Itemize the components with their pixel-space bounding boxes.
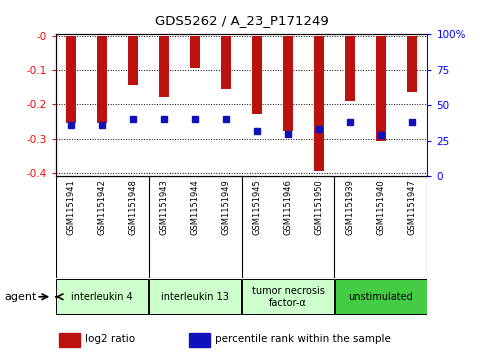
Text: GSM1151939: GSM1151939 [345, 179, 355, 235]
Text: GSM1151947: GSM1151947 [408, 179, 416, 235]
Bar [59, 333, 80, 347]
Bar [407, 36, 417, 92]
Text: GSM1151948: GSM1151948 [128, 179, 138, 235]
Bar [344, 36, 355, 101]
Text: tumor necrosis
factor-α: tumor necrosis factor-α [252, 286, 325, 307]
Text: GSM1151941: GSM1151941 [67, 179, 75, 235]
Text: log2 ratio: log2 ratio [85, 334, 135, 344]
Bar [376, 36, 386, 141]
FancyBboxPatch shape [57, 279, 148, 314]
Bar [283, 36, 293, 131]
Text: GDS5262 / A_23_P171249: GDS5262 / A_23_P171249 [155, 15, 328, 28]
Bar [128, 36, 139, 85]
Bar [158, 36, 170, 97]
Bar [221, 36, 231, 89]
FancyBboxPatch shape [335, 279, 426, 314]
Text: GSM1151950: GSM1151950 [314, 179, 324, 235]
Text: GSM1151942: GSM1151942 [98, 179, 107, 235]
Bar [66, 36, 76, 123]
Text: GSM1151944: GSM1151944 [190, 179, 199, 235]
Bar [97, 36, 107, 123]
FancyBboxPatch shape [149, 279, 241, 314]
Bar [252, 36, 262, 114]
Text: GSM1151946: GSM1151946 [284, 179, 293, 235]
Text: GSM1151949: GSM1151949 [222, 179, 230, 235]
Text: percentile rank within the sample: percentile rank within the sample [215, 334, 391, 344]
Bar [189, 333, 210, 347]
Text: agent: agent [5, 292, 37, 302]
Text: interleukin 4: interleukin 4 [71, 292, 133, 302]
Bar [190, 36, 200, 68]
Text: interleukin 13: interleukin 13 [161, 292, 229, 302]
FancyBboxPatch shape [242, 279, 334, 314]
Text: GSM1151945: GSM1151945 [253, 179, 261, 235]
Text: GSM1151940: GSM1151940 [376, 179, 385, 235]
Text: GSM1151943: GSM1151943 [159, 179, 169, 235]
Bar [313, 36, 325, 171]
Text: unstimulated: unstimulated [349, 292, 413, 302]
